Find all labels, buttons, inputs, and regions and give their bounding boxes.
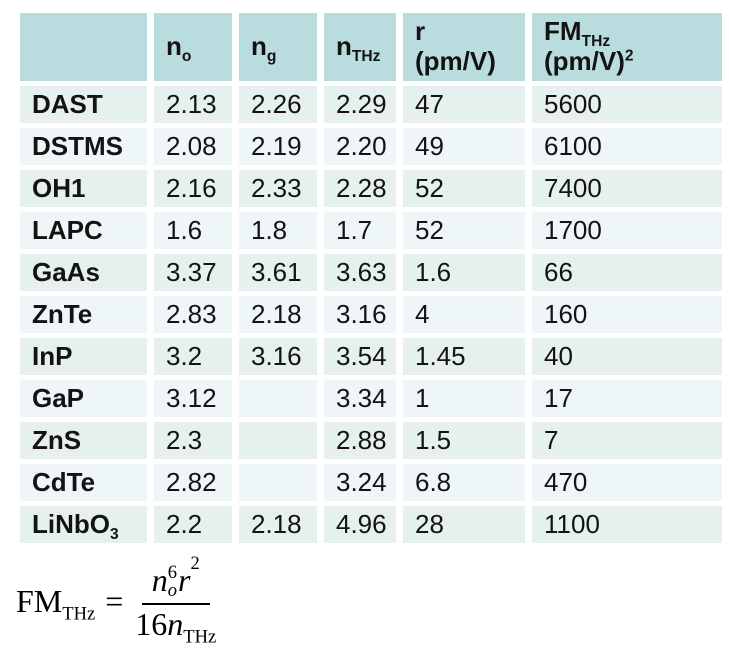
cell-nthz: 3.24 bbox=[324, 464, 396, 501]
cell-ng: 2.26 bbox=[239, 86, 317, 123]
col-header-r: r (pm/V) bbox=[403, 13, 525, 81]
cell-r: 4 bbox=[403, 296, 525, 333]
material-name: ZnTe bbox=[20, 296, 147, 333]
cell-no: 3.12 bbox=[154, 380, 232, 417]
cell-ng: 3.61 bbox=[239, 254, 317, 291]
cell-ng: 1.8 bbox=[239, 212, 317, 249]
col-header-nthz: nTHz bbox=[324, 13, 396, 81]
material-name: DAST bbox=[20, 86, 147, 123]
cell-r: 47 bbox=[403, 86, 525, 123]
cell-nthz: 2.88 bbox=[324, 422, 396, 459]
cell-ng: 2.18 bbox=[239, 296, 317, 333]
cell-nthz: 2.20 bbox=[324, 128, 396, 165]
cell-fm: 5600 bbox=[532, 86, 722, 123]
material-name: DSTMS bbox=[20, 128, 147, 165]
table-row-dast: DAST 2.13 2.26 2.29 47 5600 bbox=[20, 86, 722, 123]
cell-no: 2.82 bbox=[154, 464, 232, 501]
cell-r: 28 bbox=[403, 506, 525, 543]
material-name: InP bbox=[20, 338, 147, 375]
cell-no: 3.2 bbox=[154, 338, 232, 375]
cell-r: 1.45 bbox=[403, 338, 525, 375]
header-row: no ng nTHz r (pm/V) FMTHz (pm/V)2 bbox=[20, 13, 722, 81]
table-row-lapc: LAPC 1.6 1.8 1.7 52 1700 bbox=[20, 212, 722, 249]
cell-ng: 2.18 bbox=[239, 506, 317, 543]
table-row-dstms: DSTMS 2.08 2.19 2.20 49 6100 bbox=[20, 128, 722, 165]
table-row-cdte: CdTe 2.82 3.24 6.8 470 bbox=[20, 464, 722, 501]
cell-r: 1.6 bbox=[403, 254, 525, 291]
table-row-gap: GaP 3.12 3.34 1 17 bbox=[20, 380, 722, 417]
cell-ng bbox=[239, 464, 317, 501]
table-row-znte: ZnTe 2.83 2.18 3.16 4 160 bbox=[20, 296, 722, 333]
cell-r: 1.5 bbox=[403, 422, 525, 459]
cell-fm: 470 bbox=[532, 464, 722, 501]
cell-no: 2.13 bbox=[154, 86, 232, 123]
table-row-zns: ZnS 2.3 2.88 1.5 7 bbox=[20, 422, 722, 459]
materials-properties-table: no ng nTHz r (pm/V) FMTHz (pm/V)2 DAST 2.1… bbox=[13, 8, 729, 548]
cell-no: 2.2 bbox=[154, 506, 232, 543]
cell-nthz: 1.7 bbox=[324, 212, 396, 249]
cell-r: 52 bbox=[403, 212, 525, 249]
cell-ng bbox=[239, 380, 317, 417]
cell-fm: 40 bbox=[532, 338, 722, 375]
material-name: CdTe bbox=[20, 464, 147, 501]
col-header-no: no bbox=[154, 13, 232, 81]
cell-nthz: 4.96 bbox=[324, 506, 396, 543]
cell-fm: 1700 bbox=[532, 212, 722, 249]
cell-r: 49 bbox=[403, 128, 525, 165]
material-name: ZnS bbox=[20, 422, 147, 459]
material-name: OH1 bbox=[20, 170, 147, 207]
cell-ng: 3.16 bbox=[239, 338, 317, 375]
equals-sign: = bbox=[105, 583, 124, 620]
cell-r: 52 bbox=[403, 170, 525, 207]
table-row-gaas: GaAs 3.37 3.61 3.63 1.6 66 bbox=[20, 254, 722, 291]
cell-fm: 7 bbox=[532, 422, 722, 459]
cell-no: 2.08 bbox=[154, 128, 232, 165]
cell-nthz: 2.29 bbox=[324, 86, 396, 123]
cell-fm: 66 bbox=[532, 254, 722, 291]
cell-r: 6.8 bbox=[403, 464, 525, 501]
cell-fm: 160 bbox=[532, 296, 722, 333]
cell-nthz: 2.28 bbox=[324, 170, 396, 207]
material-name: GaP bbox=[20, 380, 147, 417]
cell-ng: 2.19 bbox=[239, 128, 317, 165]
material-name: GaAs bbox=[20, 254, 147, 291]
cell-no: 2.16 bbox=[154, 170, 232, 207]
cell-fm: 6100 bbox=[532, 128, 722, 165]
col-header-material bbox=[20, 13, 147, 81]
cell-no: 2.83 bbox=[154, 296, 232, 333]
cell-r: 1 bbox=[403, 380, 525, 417]
material-name: LAPC bbox=[20, 212, 147, 249]
table-row-oh1: OH1 2.16 2.33 2.28 52 7400 bbox=[20, 170, 722, 207]
formula-lhs: FMTHz bbox=[16, 583, 96, 625]
cell-nthz: 3.16 bbox=[324, 296, 396, 333]
cell-no: 3.37 bbox=[154, 254, 232, 291]
table-row-inp: InP 3.2 3.16 3.54 1.45 40 bbox=[20, 338, 722, 375]
cell-nthz: 3.63 bbox=[324, 254, 396, 291]
cell-nthz: 3.34 bbox=[324, 380, 396, 417]
cell-fm: 17 bbox=[532, 380, 722, 417]
cell-no: 1.6 bbox=[154, 212, 232, 249]
cell-ng: 2.33 bbox=[239, 170, 317, 207]
cell-no: 2.3 bbox=[154, 422, 232, 459]
formula-denominator: 16nTHz bbox=[135, 606, 217, 648]
cell-ng bbox=[239, 422, 317, 459]
col-header-ng: ng bbox=[239, 13, 317, 81]
col-header-fm: FMTHz (pm/V)2 bbox=[532, 13, 722, 81]
table-row-linbo3: LiNbO3 2.2 2.18 4.96 28 1100 bbox=[20, 506, 722, 543]
material-name: LiNbO3 bbox=[20, 506, 147, 543]
cell-fm: 1100 bbox=[532, 506, 722, 543]
cell-fm: 7400 bbox=[532, 170, 722, 207]
cell-nthz: 3.54 bbox=[324, 338, 396, 375]
